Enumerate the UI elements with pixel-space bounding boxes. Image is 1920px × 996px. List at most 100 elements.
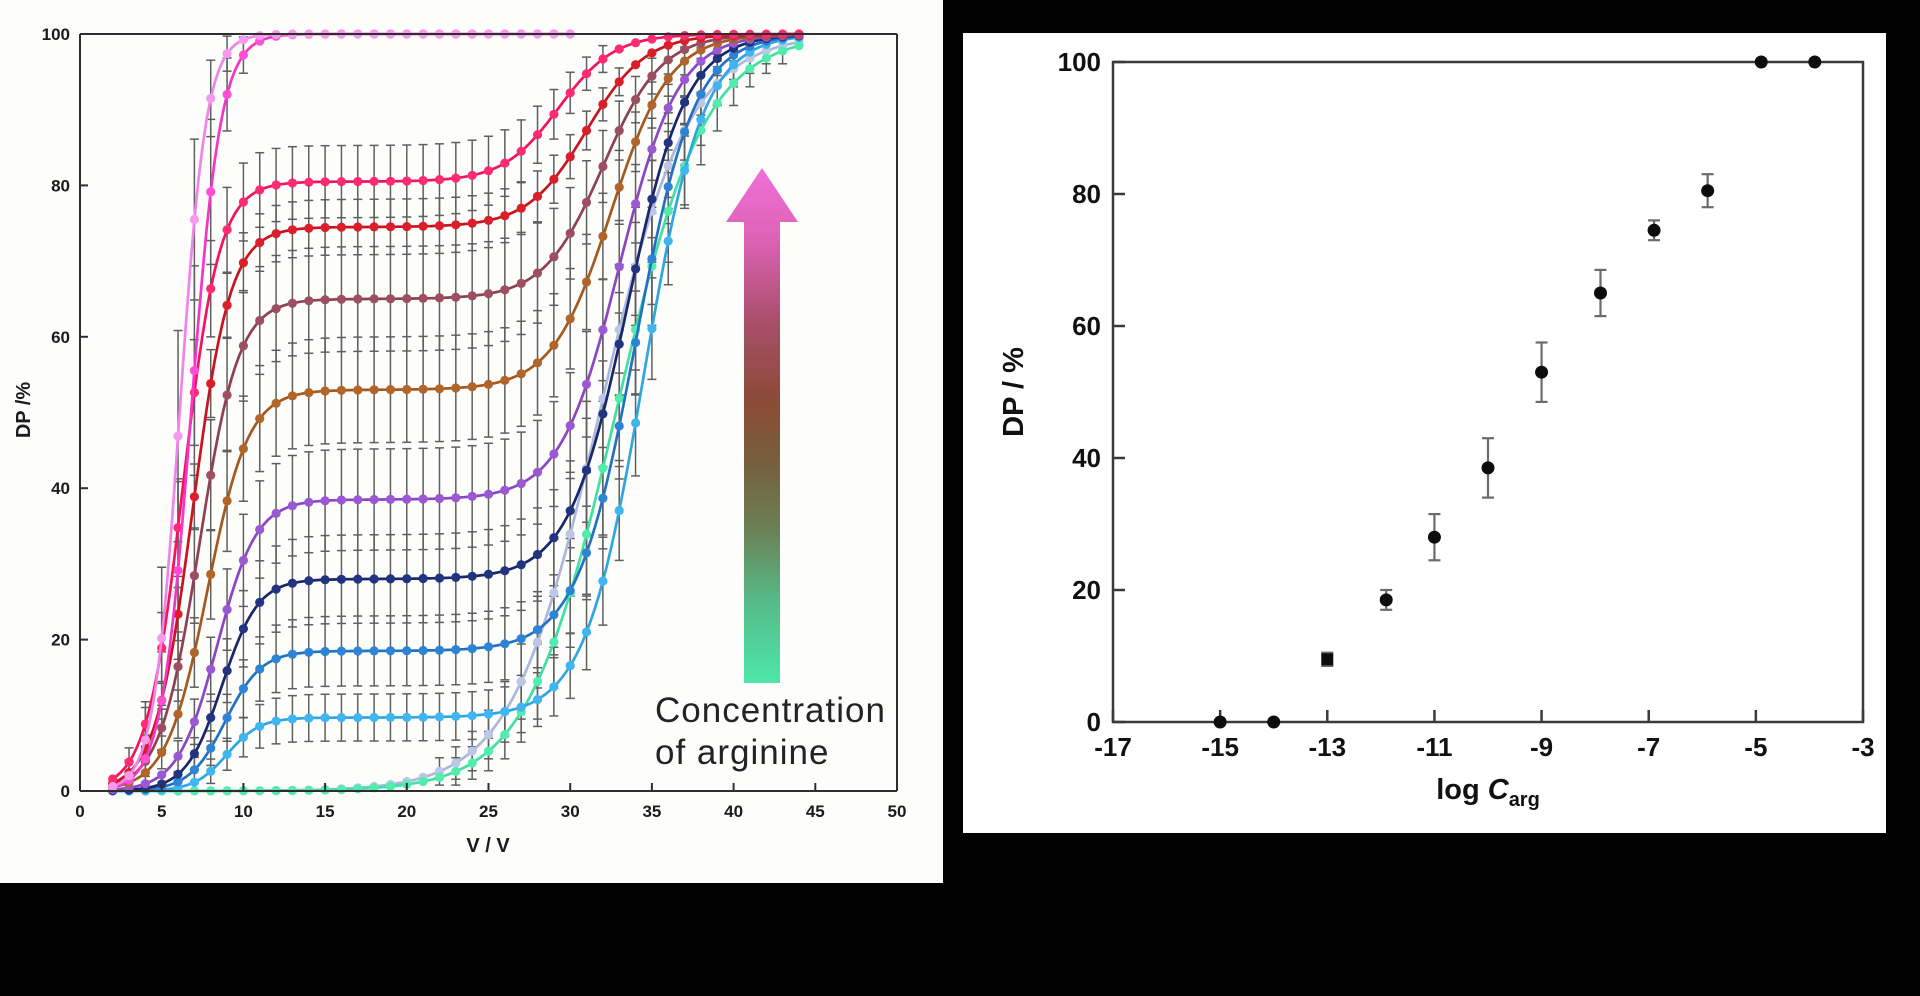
data-point [549,340,559,350]
data-point [271,508,281,518]
data-point [631,337,641,348]
data-point [173,609,183,619]
data-point [402,494,412,504]
data-point [565,88,575,98]
data-point [598,325,608,335]
y-tick-label: 0 [1087,707,1101,737]
data-point [222,605,232,615]
data-point [532,130,543,140]
data-point [238,624,248,634]
data-point [631,264,641,274]
data-point [516,677,526,687]
data-point [304,388,314,398]
data-point [680,97,690,107]
data-point [140,754,150,764]
data-point [189,749,199,759]
data-point [614,262,624,272]
data-point [336,177,346,187]
data-point [1379,593,1393,607]
data-point [287,714,297,724]
data-point [418,645,428,656]
data-point [255,31,265,41]
data-point [516,146,526,156]
data-point [222,496,232,506]
data-point [663,138,673,148]
data-point [483,569,494,579]
y-tick-label: 40 [51,479,70,498]
data-point [385,176,396,186]
data-point [402,384,412,395]
data-point [418,175,428,186]
data-point [581,548,592,558]
data-point [238,35,248,45]
data-point [696,115,706,125]
data-point [287,578,297,588]
data-point [206,93,216,103]
data-point [271,716,281,726]
x-tick-label: 50 [888,802,907,821]
data-point [663,40,673,50]
data-point [712,65,722,75]
data-point [304,647,314,657]
x-tick-label: 35 [642,802,661,821]
data-point [222,49,232,59]
data-point [173,769,183,779]
data-point [238,341,248,351]
dose-response-plot-area: -17 -15 -13 -11 -9 -7 -5 -3 0 20 40 60 80 100 [1058,47,1875,762]
data-point [500,485,510,495]
data-point [451,383,461,393]
x-tick-label: -5 [1744,732,1767,762]
data-point [467,746,477,756]
data-point [631,60,641,70]
x-tick-label: 30 [561,802,580,821]
data-point [598,576,608,586]
data-point [320,386,330,396]
data-point [369,646,379,656]
data-point [418,776,428,787]
data-point [500,639,510,649]
x-tick-label: 25 [479,802,498,821]
data-point [565,586,575,596]
data-point [647,48,657,58]
data-point [402,574,412,584]
x-tick-label: 45 [806,802,825,821]
data-point [614,126,624,136]
data-point [647,71,657,81]
y-tick-label: 20 [51,631,70,650]
data-point [157,747,167,758]
data-point [206,569,216,580]
data-point [304,497,314,507]
data-point [745,53,755,63]
data-point [483,642,494,652]
data-point [402,222,412,232]
data-point [500,730,510,740]
data-point [238,732,248,742]
data-point [516,478,526,489]
data-point [631,199,641,209]
data-point [500,211,510,221]
data-point [549,174,559,184]
data-point [157,723,167,733]
data-point [712,98,722,108]
data-point [451,220,461,230]
data-point [353,574,363,584]
data-point [549,109,559,119]
data-point [761,53,771,63]
data-point [369,385,379,395]
data-point [304,296,314,306]
data-point [206,284,216,294]
data-point [680,127,690,137]
data-point [696,70,706,80]
data-point [189,717,199,727]
data-point [271,229,281,239]
data-point [614,77,624,87]
data-point [173,709,183,719]
data-point [483,746,494,756]
data-point [238,258,248,268]
data-point [549,252,559,262]
data-point [238,197,248,207]
data-point [255,524,265,535]
axes-frame [1111,60,1865,724]
data-point [140,779,150,789]
x-tick-label: 0 [75,802,84,821]
